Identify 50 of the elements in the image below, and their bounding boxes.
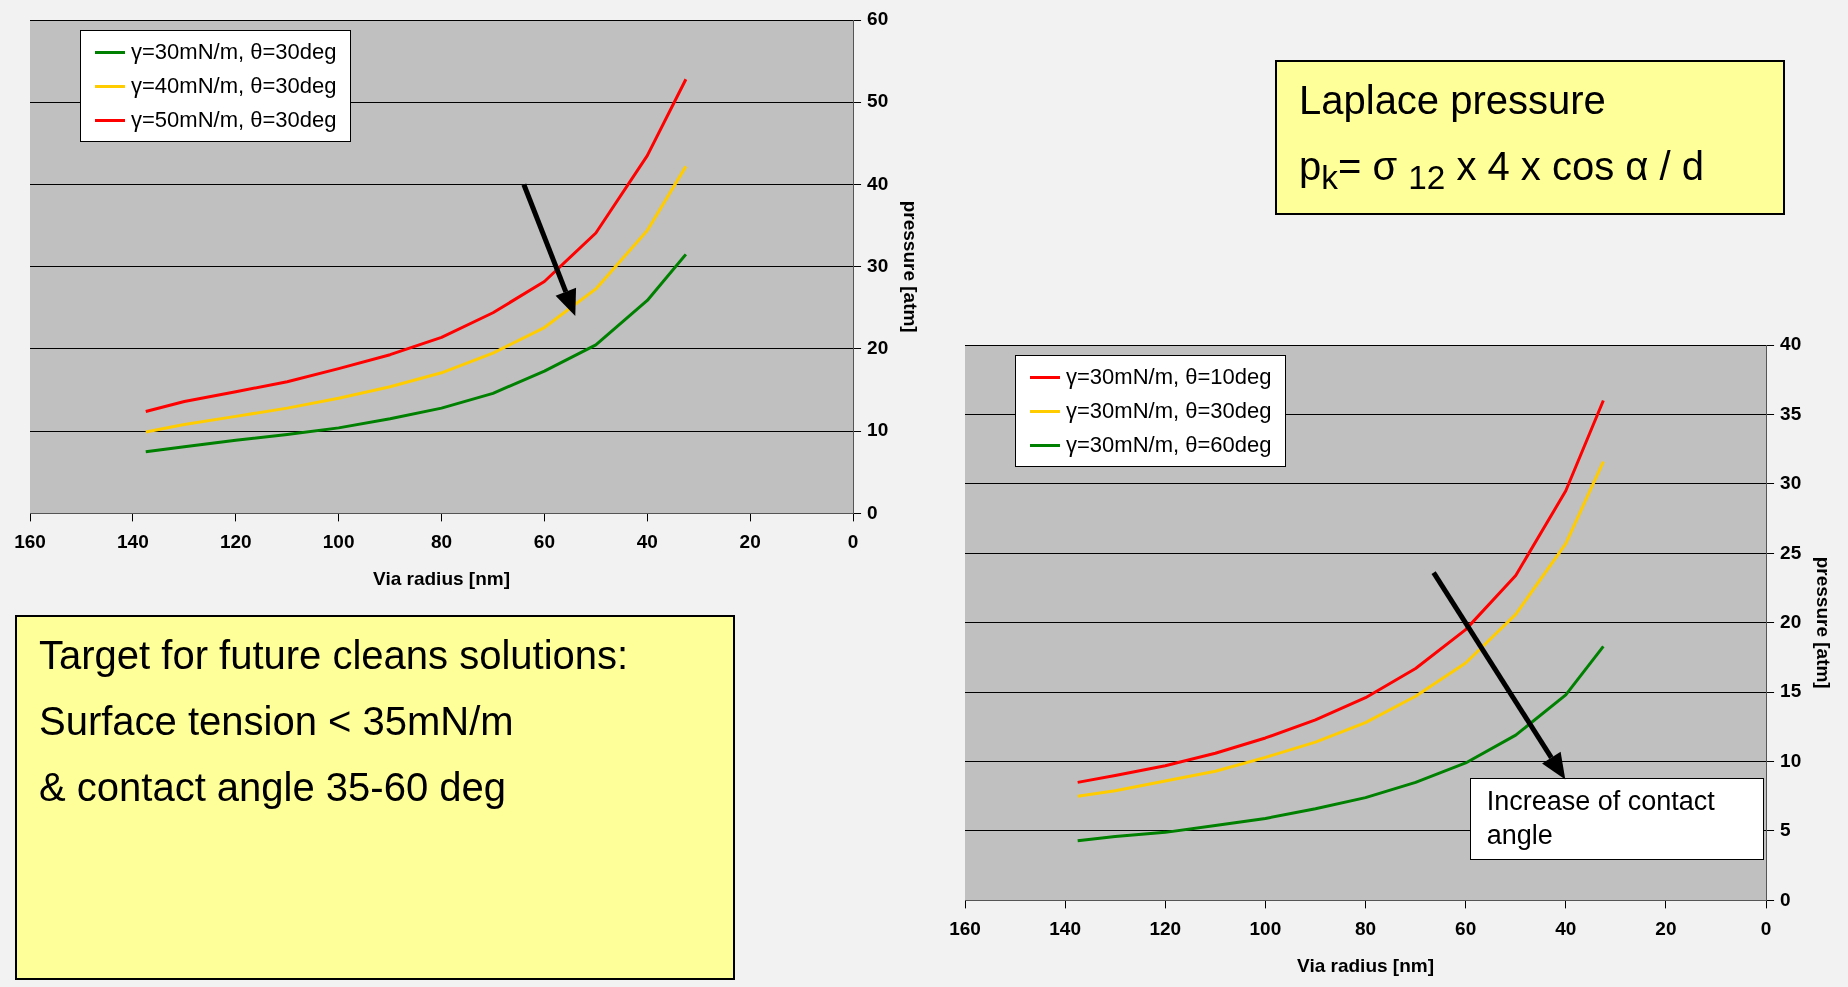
x-tick-label: 60: [1455, 918, 1477, 940]
y-tick-label: 20: [1780, 610, 1802, 632]
y-tick-label: 40: [1780, 333, 1802, 355]
x-axis-title: Via radius [nm]: [1297, 954, 1434, 976]
text: & contact angle 35-60 deg: [39, 764, 507, 811]
legend-label: γ=30mN/m, θ=30deg: [1066, 397, 1272, 425]
legend-label: γ=50mN/m, θ=30deg: [131, 106, 337, 134]
x-axis-title: Via radius [nm]: [373, 567, 510, 589]
text: p$_{k}$= σ $_{12}$ x 4 x cos α / d: [1299, 143, 1706, 198]
y-tick-label: 40: [867, 172, 889, 194]
x-tick-label: 80: [1354, 918, 1377, 940]
x-tick-label: 40: [1555, 918, 1577, 940]
y-tick-label: 35: [1780, 402, 1802, 424]
y-tick-label: 15: [1780, 680, 1802, 702]
x-tick-label: 60: [533, 531, 555, 553]
x-tick-label: 80: [430, 531, 453, 553]
x-tick-label: 120: [219, 531, 252, 553]
y-tick-label: 5: [1780, 819, 1792, 841]
y-tick-label: 10: [867, 419, 889, 441]
legend-label: γ=30mN/m, θ=60deg: [1066, 431, 1272, 459]
x-tick-label: 160: [14, 531, 46, 553]
text: Surface tension < 35mN/m: [39, 698, 515, 745]
y-tick-label: 30: [867, 254, 889, 276]
y-axis-title: pressure [atm]: [1813, 556, 1835, 689]
y-tick-label: 10: [1780, 749, 1802, 771]
x-tick-label: 100: [1249, 918, 1282, 940]
x-tick-label: 140: [117, 531, 149, 553]
y-tick-label: 0: [867, 501, 878, 523]
y-tick-label: 50: [867, 90, 889, 112]
x-tick-label: 160: [949, 918, 981, 940]
y-tick-label: 25: [1780, 541, 1802, 563]
legend-label: γ=30mN/m, θ=10deg: [1066, 363, 1272, 391]
legend-label: γ=30mN/m, θ=30deg: [131, 38, 337, 66]
x-tick-label: 20: [1655, 918, 1677, 940]
x-tick-label: 0: [847, 531, 859, 553]
y-tick-label: 60: [867, 8, 889, 30]
y-axis-title: pressure [atm]: [900, 200, 922, 333]
x-tick-label: 0: [1760, 918, 1772, 940]
x-tick-label: 40: [636, 531, 658, 553]
text: Target for future cleans solutions:: [39, 632, 630, 679]
x-tick-label: 100: [322, 531, 355, 553]
annotation: Increase of contact angle: [1469, 778, 1764, 860]
text: Laplace pressure: [1299, 77, 1607, 124]
x-tick-label: 120: [1149, 918, 1182, 940]
x-tick-label: 140: [1049, 918, 1081, 940]
y-tick-label: 30: [1780, 472, 1802, 494]
y-tick-label: 0: [1780, 888, 1791, 910]
legend-label: γ=40mN/m, θ=30deg: [131, 72, 337, 100]
x-tick-label: 20: [739, 531, 761, 553]
y-tick-label: 20: [867, 337, 889, 359]
